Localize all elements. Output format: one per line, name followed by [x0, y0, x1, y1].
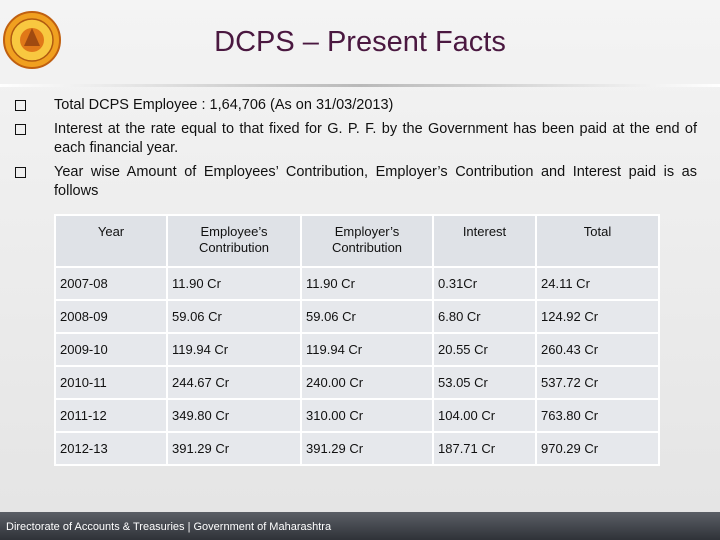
- table-cell: 11.90 Cr: [166, 266, 302, 301]
- header-cell: Employer’s Contribution: [300, 214, 434, 268]
- header-cell: Year: [54, 214, 168, 268]
- table-cell: 124.92 Cr: [535, 299, 660, 334]
- title-rule: [0, 84, 720, 87]
- table-row: 2009-10 119.94 Cr 119.94 Cr 20.55 Cr 260.43 …: [54, 332, 660, 367]
- bullet: Year wise Amount of Employees’ Contribut…: [12, 163, 697, 201]
- bullet-text: Total DCPS Employee : 1,64,706 (As on 31…: [54, 97, 394, 113]
- table-row: 2012-13 391.29 Cr 391.29 Cr 187.71 Cr 970.29…: [54, 431, 660, 466]
- table-cell: 104.00 Cr: [432, 398, 537, 433]
- table-row: 2011-12 349.80 Cr 310.00 Cr 104.00 Cr 763.80…: [54, 398, 660, 433]
- table-cell: 244.67 Cr: [166, 365, 302, 400]
- header-cell: Total: [535, 214, 660, 268]
- table-cell: 2008-09: [54, 299, 168, 334]
- table-row: 2010-11 244.67 Cr 240.00 Cr 53.05 Cr 537.72 …: [54, 365, 660, 400]
- logo: [3, 11, 61, 69]
- bullet: Total DCPS Employee : 1,64,706 (As on 31…: [12, 96, 697, 115]
- table-cell: 391.29 Cr: [300, 431, 434, 466]
- facts-table: Year Employee’s Contribution Employer’s Co…: [54, 214, 660, 466]
- table-cell: 59.06 Cr: [300, 299, 434, 334]
- header-cell: Employee’s Contribution: [166, 214, 302, 268]
- table-cell: 2011-12: [54, 398, 168, 433]
- table-body: 2007-08 11.90 Cr 11.90 Cr 0.31Cr 24.11 Cr 200…: [54, 266, 660, 466]
- header-row: Year Employee’s Contribution Employer’s Co…: [54, 214, 660, 268]
- header-cell: Interest: [432, 214, 537, 268]
- table-cell: 0.31Cr: [432, 266, 537, 301]
- table-cell: 53.05 Cr: [432, 365, 537, 400]
- bullet-text: Year wise Amount of Employees’ Contribut…: [54, 164, 697, 199]
- bullet: Interest at the rate equal to that fixed…: [12, 120, 697, 158]
- table-row: 2008-09 59.06 Cr 59.06 Cr 6.80 Cr 124.92 Cr: [54, 299, 660, 334]
- table-cell: 119.94 Cr: [166, 332, 302, 367]
- table-cell: 391.29 Cr: [166, 431, 302, 466]
- table-cell: 59.06 Cr: [166, 299, 302, 334]
- bullet-box: [15, 124, 26, 135]
- table-cell: 970.29 Cr: [535, 431, 660, 466]
- title: DCPS – Present Facts: [214, 26, 506, 58]
- table-cell: 310.00 Cr: [300, 398, 434, 433]
- table-cell: 11.90 Cr: [300, 266, 434, 301]
- table-cell: 537.72 Cr: [535, 365, 660, 400]
- table-cell: 349.80 Cr: [166, 398, 302, 433]
- table-cell: 20.55 Cr: [432, 332, 537, 367]
- table-cell: 2012-13: [54, 431, 168, 466]
- table-cell: 2009-10: [54, 332, 168, 367]
- table-cell: 240.00 Cr: [300, 365, 434, 400]
- table-row: 2007-08 11.90 Cr 11.90 Cr 0.31Cr 24.11 Cr: [54, 266, 660, 301]
- table-cell: 2010-11: [54, 365, 168, 400]
- table-cell: 24.11 Cr: [535, 266, 660, 301]
- table-cell: 763.80 Cr: [535, 398, 660, 433]
- bullet-text: Interest at the rate equal to that fixed…: [54, 121, 697, 156]
- footer-text: Directorate of Accounts & Treasuries | G…: [6, 521, 332, 533]
- table-cell: 6.80 Cr: [432, 299, 537, 334]
- bullet-box: [15, 100, 26, 111]
- table-cell: 2007-08: [54, 266, 168, 301]
- table-cell: 260.43 Cr: [535, 332, 660, 367]
- bullet-box: [15, 167, 26, 178]
- table-cell: 119.94 Cr: [300, 332, 434, 367]
- bullet-list: Total DCPS Employee : 1,64,706 (As on 31…: [12, 96, 697, 206]
- table-cell: 187.71 Cr: [432, 431, 537, 466]
- footer: Directorate of Accounts & Treasuries | G…: [0, 512, 720, 540]
